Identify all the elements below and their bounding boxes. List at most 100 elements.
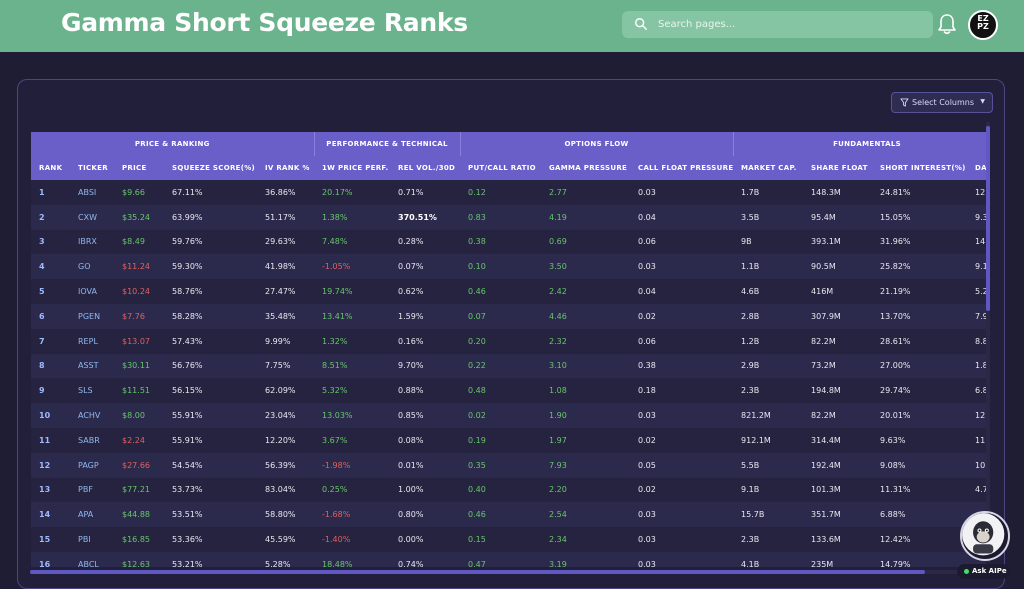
avatar[interactable]: EZ PZ — [968, 10, 998, 40]
select-columns-button[interactable]: Select Columns ▼ — [891, 92, 993, 113]
column-header[interactable]: PUT/CALL RATIO — [460, 156, 542, 180]
table-row[interactable]: 8 ASST $30.11 56.76% 7.75% 8.51% 9.70% 0.22 3.10… — [31, 353, 986, 379]
column-header[interactable]: SHARE FLOAT — [803, 156, 873, 180]
cell-perf: 1.32% — [314, 328, 391, 354]
data-table-container[interactable]: PRICE & RANKING PERFORMANCE & TECHNICAL OP… — [31, 132, 986, 567]
ask-aipe-text: Ask AIPe — [972, 567, 1007, 575]
cell-gamma: 1.97 — [541, 427, 631, 453]
cell-ticker[interactable]: SABR — [70, 427, 114, 453]
table-row[interactable]: 1 ABSI $9.66 67.11% 36.86% 20.17% 0.71% 0.12 2.7… — [31, 180, 986, 205]
cell-da: 12.5 — [967, 180, 986, 205]
cell-ticker[interactable]: IBRX — [70, 229, 114, 255]
cell-perf: 8.51% — [314, 353, 391, 379]
search-icon — [635, 18, 647, 30]
column-header[interactable]: SQUEEZE SCORE(%) — [164, 156, 257, 180]
table-row[interactable]: 9 SLS $11.51 56.15% 62.09% 5.32% 0.88% 0.48 1.08… — [31, 378, 986, 404]
cell-ticker[interactable]: SLS — [70, 378, 114, 404]
vertical-scroll-thumb[interactable] — [986, 126, 990, 311]
column-header[interactable]: DA — [967, 156, 986, 180]
cell-ticker[interactable]: PBF — [70, 477, 114, 503]
search-input[interactable] — [658, 15, 918, 34]
column-header[interactable]: GAMMA PRESSURE — [541, 156, 631, 180]
cell-ticker[interactable]: PGEN — [70, 303, 114, 329]
column-header[interactable]: RANK — [31, 156, 70, 180]
group-header: OPTIONS FLOW — [460, 132, 734, 156]
cell-gamma: 4.19 — [541, 204, 631, 230]
cell-pc: 0.10 — [460, 254, 542, 280]
cell-da: 12.1 — [967, 403, 986, 428]
column-header[interactable]: PRICE — [114, 156, 164, 180]
cell-gamma: 3.50 — [541, 254, 631, 280]
table-row[interactable]: 4 GO $11.24 59.30% 41.98% -1.05% 0.07% 0.10 3.50… — [31, 254, 986, 280]
cell-ticker[interactable]: APA — [70, 502, 114, 528]
cell-iv: 36.86% — [257, 180, 315, 205]
column-header[interactable]: MARKET CAP. — [733, 156, 804, 180]
table-row[interactable]: 13 PBF $77.21 53.73% 83.04% 0.25% 1.00% 0.40 2.2… — [31, 477, 986, 503]
column-header[interactable]: 1W PRICE PERF. — [314, 156, 391, 180]
cell-si: 6.88% — [872, 502, 968, 528]
cell-relvol: 0.74% — [390, 551, 461, 567]
cell-da: 7.9 — [967, 303, 986, 329]
cell-ticker[interactable]: ABCL — [70, 551, 114, 567]
cell-gamma: 0.69 — [541, 229, 631, 255]
table-row[interactable]: 15 PBI $16.85 53.36% 45.59% -1.40% 0.00% 0.15 2.… — [31, 527, 986, 552]
cell-pc: 0.19 — [460, 427, 542, 453]
cell-ticker[interactable]: ASST — [70, 353, 114, 379]
bell-icon[interactable] — [937, 13, 957, 35]
cell-iv: 83.04% — [257, 477, 315, 503]
cell-cfp: 0.03 — [630, 254, 734, 280]
cell-rank: 16 — [31, 551, 70, 567]
table-row[interactable]: 12 PAGP $27.66 54.54% 56.39% -1.98% 0.01% 0.35 7… — [31, 452, 986, 478]
cell-mcap: 1.2B — [733, 328, 804, 354]
cell-price: $35.24 — [114, 204, 164, 230]
column-header[interactable]: REL VOL./30D — [390, 156, 461, 180]
table-row[interactable]: 10 ACHV $8.00 55.91% 23.04% 13.03% 0.85% 0.02 1.… — [31, 403, 986, 428]
cell-ticker[interactable]: ACHV — [70, 403, 114, 428]
cell-price: $11.51 — [114, 378, 164, 404]
cell-perf: -1.68% — [314, 502, 391, 528]
cell-cfp: 0.03 — [630, 180, 734, 205]
table-row[interactable]: 3 IBRX $8.49 59.76% 29.63% 7.48% 0.28% 0.38 0.69… — [31, 229, 986, 255]
cell-si: 20.01% — [872, 403, 968, 428]
cell-ticker[interactable]: PBI — [70, 527, 114, 552]
cell-price: $16.85 — [114, 527, 164, 552]
cell-perf: -1.98% — [314, 452, 391, 478]
ask-aipe-button[interactable] — [960, 511, 1010, 561]
cell-mcap: 2.9B — [733, 353, 804, 379]
table-row[interactable]: 7 REPL $13.07 57.43% 9.99% 1.32% 0.16% 0.20 2.32… — [31, 328, 986, 354]
vertical-scrollbar[interactable] — [986, 122, 990, 562]
table-row[interactable]: 14 APA $44.88 53.51% 58.80% -1.68% 0.80% 0.46 2.… — [31, 502, 986, 528]
cell-gamma: 2.42 — [541, 279, 631, 304]
horizontal-scrollbar[interactable] — [30, 570, 985, 574]
cell-float: 416M — [803, 279, 873, 304]
cell-ticker[interactable]: CXW — [70, 204, 114, 230]
cell-pc: 0.22 — [460, 353, 542, 379]
table-row[interactable]: 16 ABCL $12.63 53.21% 5.28% 18.48% 0.74% 0.47 3.… — [31, 551, 986, 567]
column-header[interactable]: IV RANK % — [257, 156, 315, 180]
table-row[interactable]: 5 IOVA $10.24 58.76% 27.47% 19.74% 0.62% 0.46 2.… — [31, 279, 986, 304]
column-header[interactable]: TICKER — [70, 156, 114, 180]
cell-ticker[interactable]: REPL — [70, 328, 114, 354]
cell-relvol: 0.16% — [390, 328, 461, 354]
cell-ticker[interactable]: IOVA — [70, 279, 114, 304]
column-header[interactable]: CALL FLOAT PRESSURE — [630, 156, 734, 180]
cell-cfp: 0.04 — [630, 204, 734, 230]
search-box[interactable] — [622, 11, 933, 38]
cell-si: 13.70% — [872, 303, 968, 329]
table-row[interactable]: 11 SABR $2.24 55.91% 12.20% 3.67% 0.08% 0.19 1.9… — [31, 427, 986, 453]
cell-float: 194.8M — [803, 378, 873, 404]
cell-rank: 13 — [31, 477, 70, 503]
table-body: 1 ABSI $9.66 67.11% 36.86% 20.17% 0.71% 0.12 2.7… — [31, 180, 986, 567]
cell-ticker[interactable]: ABSI — [70, 180, 114, 205]
cell-pc: 0.46 — [460, 279, 542, 304]
cell-ticker[interactable]: PAGP — [70, 452, 114, 478]
horizontal-scroll-thumb[interactable] — [30, 570, 925, 574]
table-row[interactable]: 2 CXW $35.24 63.99% 51.17% 1.38% 370.51% 0.83 4.… — [31, 204, 986, 230]
cell-price: $13.07 — [114, 328, 164, 354]
ask-aipe-label[interactable]: Ask AIPe — [957, 564, 1010, 579]
cell-mcap: 4.1B — [733, 551, 804, 567]
cell-ticker[interactable]: GO — [70, 254, 114, 280]
column-header[interactable]: SHORT INTEREST(%) — [872, 156, 968, 180]
table-row[interactable]: 6 PGEN $7.76 58.28% 35.48% 13.41% 1.59% 0.07 4.4… — [31, 303, 986, 329]
online-status-dot — [964, 569, 969, 574]
